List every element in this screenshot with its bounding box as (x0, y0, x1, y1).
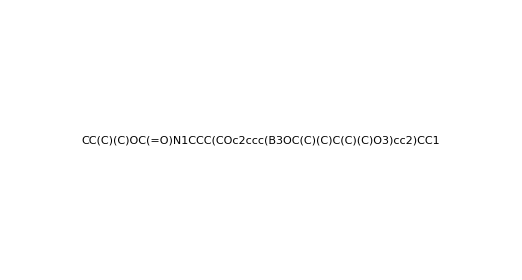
Text: CC(C)(C)OC(=O)N1CCC(COc2ccc(B3OC(C)(C)C(C)(C)O3)cc2)CC1: CC(C)(C)OC(=O)N1CCC(COc2ccc(B3OC(C)(C)C(… (81, 135, 441, 145)
